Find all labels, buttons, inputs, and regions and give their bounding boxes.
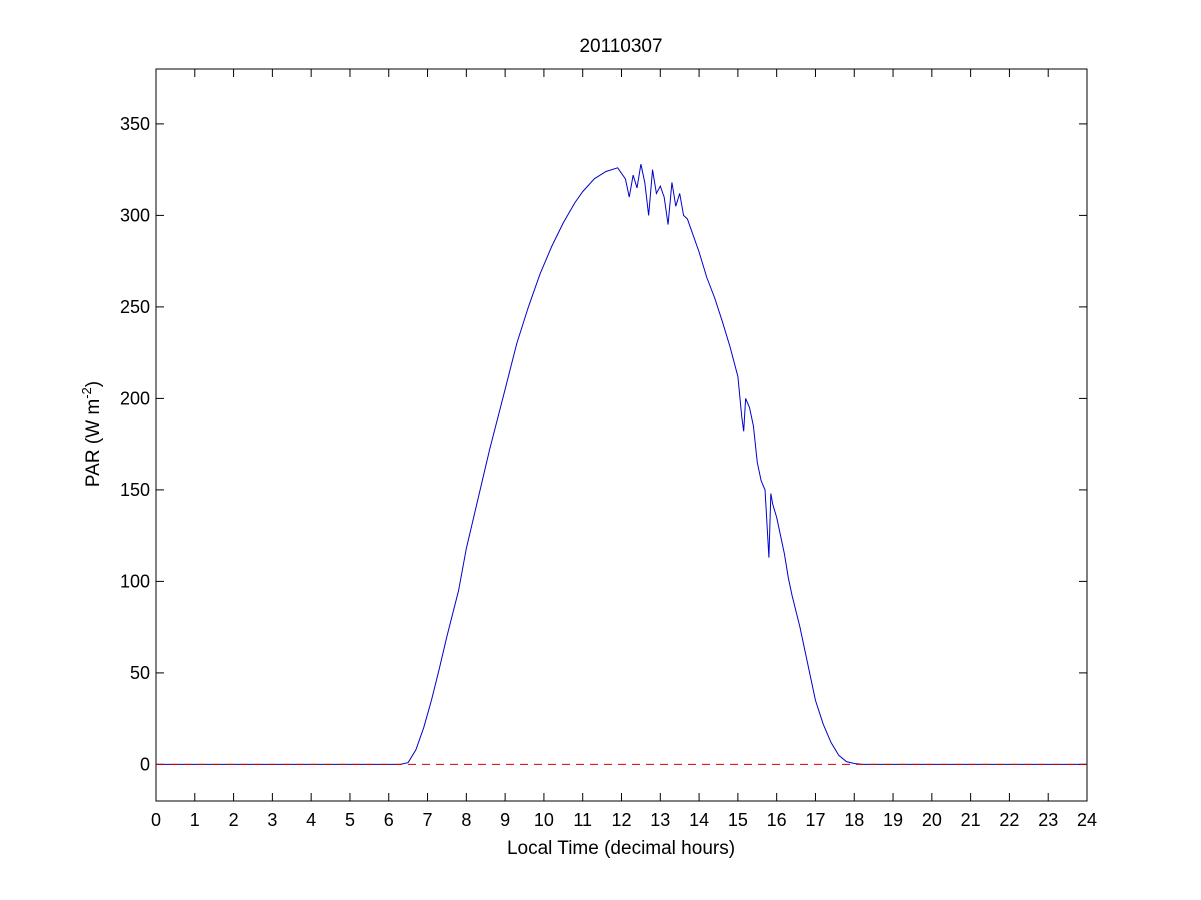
x-tick-label: 20 (922, 810, 942, 830)
x-tick-label: 2 (229, 810, 239, 830)
x-tick-label: 4 (306, 810, 316, 830)
y-tick-label: 350 (120, 114, 150, 134)
y-tick-label: 100 (120, 571, 150, 591)
x-tick-label: 22 (999, 810, 1019, 830)
x-tick-label: 16 (767, 810, 787, 830)
x-tick-label: 3 (267, 810, 277, 830)
x-tick-label: 23 (1038, 810, 1058, 830)
par-series-line (156, 164, 1087, 765)
x-tick-label: 9 (500, 810, 510, 830)
x-tick-label: 21 (961, 810, 981, 830)
y-tick-label: 50 (130, 663, 150, 683)
x-tick-label: 14 (689, 810, 709, 830)
x-tick-label: 0 (151, 810, 161, 830)
x-tick-label: 6 (384, 810, 394, 830)
y-tick-label: 0 (140, 754, 150, 774)
y-tick-label: 150 (120, 480, 150, 500)
x-tick-label: 24 (1077, 810, 1097, 830)
x-tick-label: 11 (573, 810, 592, 830)
x-axis-title: Local Time (decimal hours) (507, 838, 735, 859)
x-tick-label: 7 (423, 810, 433, 830)
chart-title: 20110307 (579, 36, 662, 57)
x-tick-label: 17 (805, 810, 825, 830)
plot-area: 0 1 2 3 4 5 6 7 8 9 10 11 12 13 14 15 16 17 18 19 20 21 22 23 24… (120, 68, 1097, 830)
x-tick-label: 13 (650, 810, 670, 830)
x-tick-label: 18 (844, 810, 864, 830)
x-tick-label: 10 (534, 810, 554, 830)
y-axis-title: PAR (W m-2) (79, 381, 104, 487)
x-tick-label: 8 (461, 810, 471, 830)
y-axis-title-main: PAR (W m (83, 399, 104, 487)
x-tick-label: 1 (190, 810, 200, 830)
y-tick-label: 200 (120, 388, 150, 408)
y-axis-title-close: ) (83, 381, 104, 387)
x-tick-label: 5 (345, 810, 355, 830)
x-tick-label: 19 (883, 810, 903, 830)
x-tick-label: 12 (611, 810, 631, 830)
y-tick-label: 250 (120, 297, 150, 317)
y-axis-title-superscript: -2 (79, 387, 94, 399)
y-tick-label: 300 (120, 205, 150, 225)
x-tick-label: 15 (728, 810, 748, 830)
